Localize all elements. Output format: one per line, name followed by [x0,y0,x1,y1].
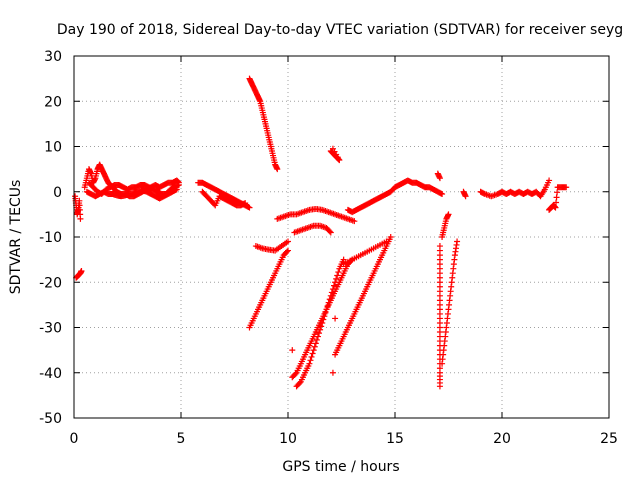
y-tick-label: -30 [39,321,62,337]
data-point [314,333,321,340]
data-point [331,282,338,289]
data-point [289,347,296,354]
x-axis-label: GPS time / hours [282,459,399,475]
data-point [319,319,326,326]
chart-title: Day 190 of 2018, Sidereal Day-to-day VTE… [57,22,623,38]
data-point [321,313,328,320]
data-point [310,347,317,354]
x-tick-label: 10 [279,431,297,447]
data-point [553,199,560,206]
x-tick-label: 5 [177,431,186,447]
data-points [72,75,570,390]
data-point [329,145,336,152]
data-point [546,177,553,184]
data-point [309,350,316,357]
ticks: 0 5 10 15 20 25 -50 -40 -30 -20 -10 0 10 20 30 [39,49,618,447]
data-point [78,267,85,274]
data-point [308,353,315,360]
data-point [329,286,336,293]
data-point [554,189,561,196]
y-tick-label: 30 [44,49,62,65]
y-axis-label: SDTVAR / TECUs [8,180,24,295]
x-tick-label: 25 [600,431,618,447]
y-tick-label: -20 [39,275,62,291]
data-point [439,191,446,198]
data-point [306,360,313,367]
data-point [311,343,318,350]
data-point [318,323,325,330]
data-point [175,181,182,188]
data-point [387,234,394,240]
data-point [334,272,341,279]
data-point [274,166,281,173]
grid [74,56,609,418]
data-point [313,336,320,343]
y-tick-label: -50 [39,411,62,427]
y-tick-label: 20 [44,94,62,110]
x-tick-label: 0 [70,431,79,447]
data-point [462,193,469,200]
data-point [553,194,560,201]
data-point [292,370,299,377]
data-point [324,303,331,310]
data-point [316,330,323,337]
data-point [307,357,314,364]
x-tick-label: 15 [386,431,404,447]
data-point [454,238,461,245]
data-point [326,228,333,235]
data-point [323,306,330,313]
data-point [552,204,559,211]
data-point [242,200,249,207]
data-point [563,184,570,191]
data-point [332,315,339,322]
data-point [436,383,443,390]
y-tick-label: -40 [39,366,62,382]
data-point [327,292,334,299]
data-point [77,215,84,222]
data-point [283,248,290,255]
data-point [285,238,291,245]
data-point [327,229,334,236]
data-point [333,275,340,282]
data-point [326,296,333,303]
data-point [317,326,324,333]
data-point [296,379,303,386]
y-tick-label: 0 [53,185,62,201]
data-point [285,247,291,254]
data-point [436,175,443,182]
data-point [383,238,390,245]
y-tick-label: -10 [39,230,62,246]
data-point [328,289,335,296]
data-point [246,204,253,211]
data-point [351,218,358,225]
data-point [320,316,327,323]
data-point [322,309,329,316]
data-point [445,211,452,218]
data-point [312,340,319,347]
data-point [325,299,332,306]
data-point [335,269,342,276]
y-tick-label: 10 [44,140,62,156]
data-point [329,369,336,376]
data-point [332,279,339,286]
x-tick-label: 20 [493,431,511,447]
